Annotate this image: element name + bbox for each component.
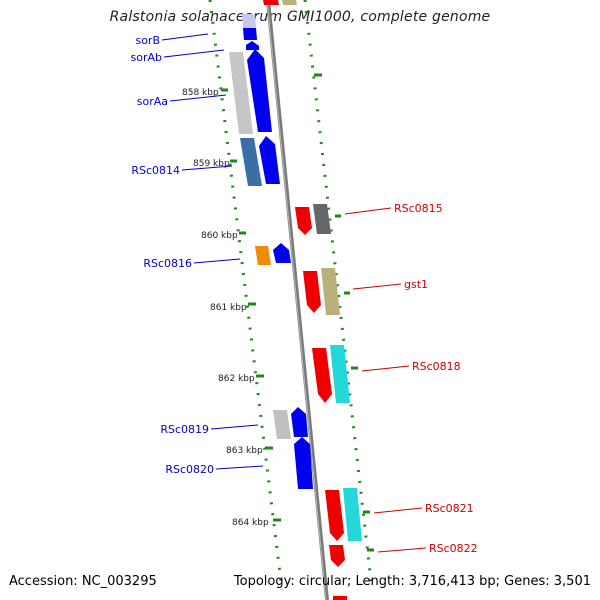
gene-arrow[interactable] <box>333 596 347 600</box>
gene-arrow[interactable] <box>255 246 271 265</box>
forward-gene-blocks <box>229 14 313 489</box>
right-track-marks <box>314 73 374 552</box>
gene-arrow[interactable] <box>282 0 297 5</box>
reverse-label-leaders <box>344 207 427 553</box>
gene-arrow[interactable] <box>240 138 262 186</box>
gene-label[interactable]: RSc0814 <box>131 164 180 177</box>
gene-arrow[interactable] <box>325 490 344 541</box>
gene-label[interactable]: RSc0822 <box>429 542 478 555</box>
gene-arrow[interactable] <box>243 28 257 40</box>
map-title: Ralstonia solanacearum GMI1000, complete… <box>109 9 491 25</box>
reverse-gene-blocks <box>263 0 362 600</box>
genome-backbone <box>266 0 329 600</box>
gene-arrow[interactable] <box>229 52 253 134</box>
genome-summary: Topology: circular; Length: 3,716,413 bp… <box>233 574 591 589</box>
gene-arrow[interactable] <box>343 488 362 541</box>
gene-arrow[interactable] <box>312 348 332 403</box>
gene-arrow[interactable] <box>294 437 313 489</box>
tick-label: 860 kbp <box>201 231 238 241</box>
gene-arrow[interactable] <box>303 271 321 313</box>
tick-label: 861 kbp <box>210 303 247 313</box>
gene-label[interactable]: RSc0816 <box>143 257 192 270</box>
tick-marks <box>221 88 281 522</box>
genome-backbone-highlight <box>266 0 327 600</box>
forward-label-leaders <box>161 33 264 470</box>
gene-arrow[interactable] <box>330 345 350 403</box>
gene-arrow[interactable] <box>321 268 340 315</box>
gc-track-left <box>208 0 284 591</box>
gene-label[interactable]: RSc0815 <box>394 202 443 215</box>
gene-arrow[interactable] <box>263 0 279 5</box>
gene-arrow[interactable] <box>313 204 331 234</box>
gene-label[interactable]: sorAa <box>137 95 168 108</box>
gene-arrow[interactable] <box>259 136 280 184</box>
tick-label: 864 kbp <box>232 518 269 528</box>
gene-label[interactable]: RSc0819 <box>160 423 209 436</box>
gene-arrow[interactable] <box>247 49 272 132</box>
gene-label[interactable]: sorB <box>135 34 160 47</box>
tick-label: 862 kbp <box>218 374 255 384</box>
tick-label: 859 kbp <box>193 159 230 169</box>
gene-arrow[interactable] <box>273 410 291 439</box>
gene-arrow[interactable] <box>291 407 308 437</box>
gene-arrow[interactable] <box>329 545 345 567</box>
gene-label[interactable]: RSc0818 <box>412 360 461 373</box>
tick-label: 863 kbp <box>226 446 263 456</box>
tick-label: 858 kbp <box>182 88 219 98</box>
gene-label[interactable]: RSc0820 <box>165 463 214 476</box>
gene-label[interactable]: gst1 <box>404 278 428 291</box>
gene-arrow[interactable] <box>273 243 291 263</box>
gene-arrow[interactable] <box>246 41 259 50</box>
gene-label[interactable]: RSc0821 <box>425 502 474 515</box>
accession-label: Accession: NC_003295 <box>9 574 157 589</box>
gene-label[interactable]: sorAb <box>131 51 163 64</box>
gene-arrow[interactable] <box>295 207 312 235</box>
